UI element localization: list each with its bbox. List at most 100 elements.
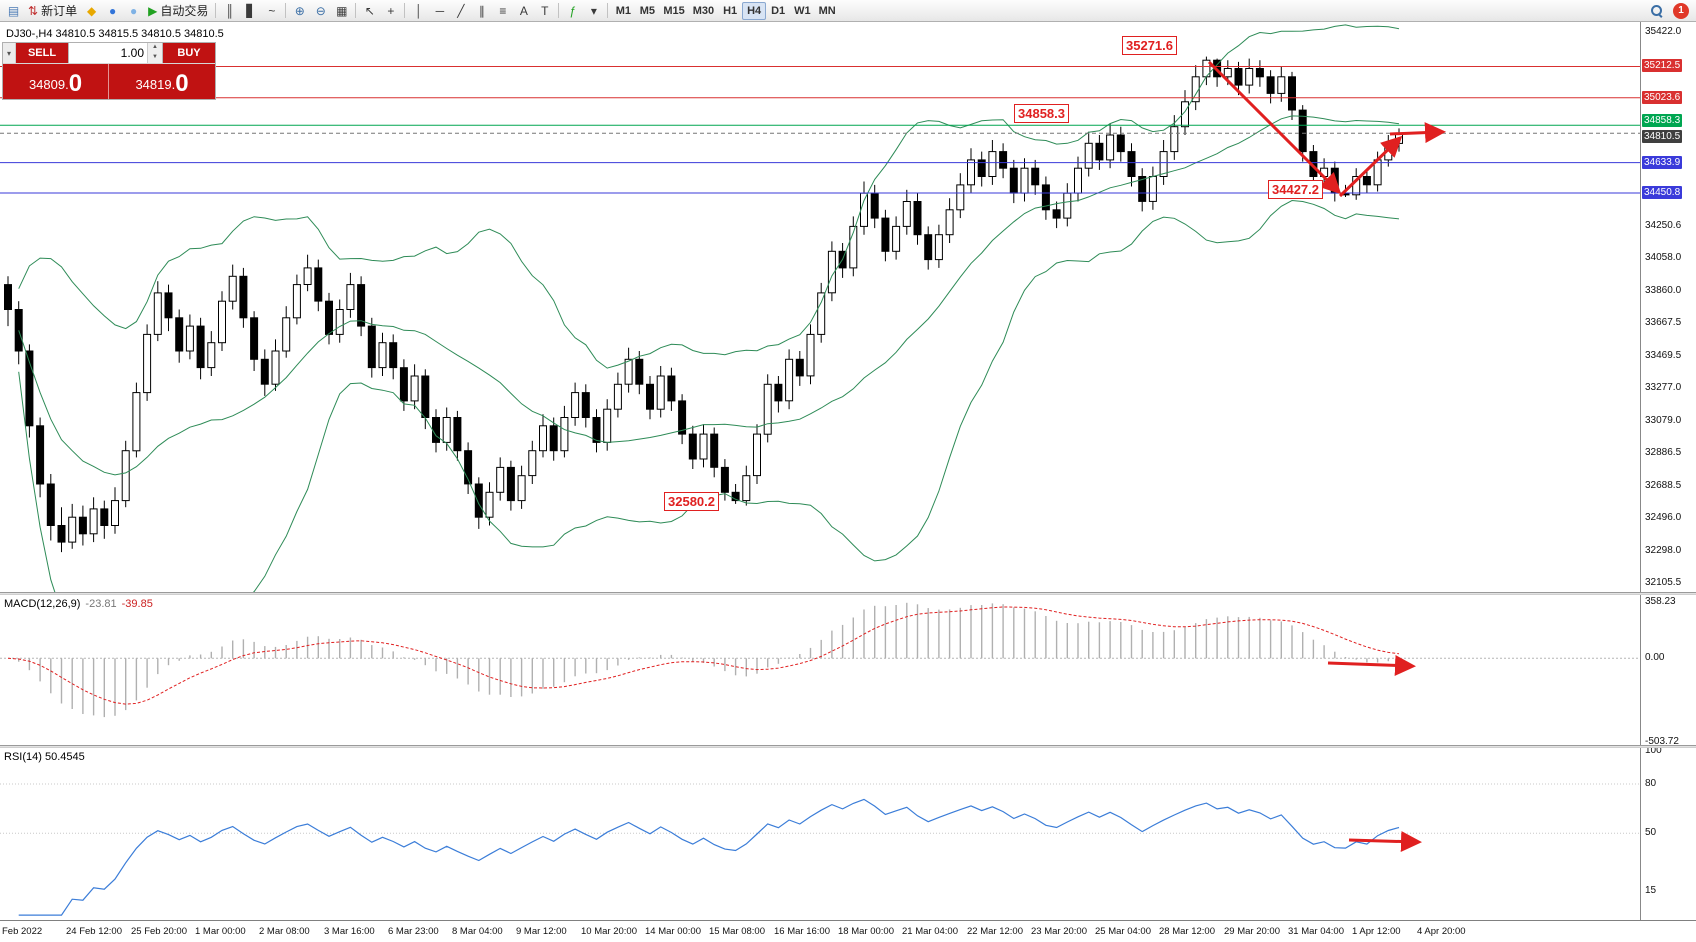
sell-price: 34809. <box>28 77 69 92</box>
horizontal-line-button[interactable]: ─ <box>429 1 450 20</box>
timeframe-m15-button[interactable]: M15 <box>663 4 685 17</box>
toolbar-separator <box>355 3 357 18</box>
sell-price-button[interactable]: 34809. 0 <box>3 64 109 99</box>
time-scale[interactable]: Feb 2022 24 Feb 12:00 25 Feb 20:00 1 Mar 00… <box>0 920 1696 942</box>
bar-chart-button[interactable]: ║ <box>219 1 240 20</box>
buy-button[interactable]: BUY <box>163 43 215 63</box>
equidistant-channel-button[interactable]: ∥ <box>471 1 492 20</box>
time-scale-label: 25 Feb 20:00 <box>131 926 187 937</box>
timeframe-m1-button[interactable]: M1 <box>615 4 631 17</box>
autotrading-button[interactable]: ▶ 自动交易 <box>144 1 212 20</box>
crosshair-icon: + <box>387 3 395 18</box>
time-scale-label: 6 Mar 23:00 <box>388 926 439 937</box>
bollinger-band-line <box>18 199 1400 592</box>
timeframe-m30-button[interactable]: M30 <box>692 4 715 17</box>
timeframe-w1-button[interactable]: W1 <box>794 4 811 17</box>
candlestick-chart-canvas[interactable] <box>0 22 1640 592</box>
timeframe-h1-button[interactable]: H1 <box>723 4 738 17</box>
macd-name: MACD(12,26,9) <box>4 598 81 610</box>
price-annotation-label[interactable]: 34427.2 <box>1268 180 1323 199</box>
strategy-tester-button[interactable]: ● <box>123 1 144 20</box>
time-scale-label: 3 Mar 16:00 <box>324 926 375 937</box>
text-button[interactable]: A <box>513 1 534 20</box>
time-scale-label: 15 Mar 08:00 <box>709 926 765 937</box>
fibonacci-retracement-button[interactable]: ≡ <box>492 1 513 20</box>
price-level-chip-red: 35212.5 <box>1642 59 1683 72</box>
time-scale-label: 21 Mar 04:00 <box>902 926 958 937</box>
price-scale-label: 33469.5 <box>1645 350 1682 361</box>
sell-button[interactable]: SELL <box>16 43 68 63</box>
market-watch-button[interactable]: ● <box>102 1 123 20</box>
price-level-chip-blue: 34450.8 <box>1642 186 1683 199</box>
crosshair-button[interactable]: + <box>380 1 401 20</box>
line-chart-icon: ~ <box>268 3 276 18</box>
timeframe-m5-button[interactable]: M5 <box>639 4 655 17</box>
rsi-scale-label: 80 <box>1645 778 1657 789</box>
macd-signal-line <box>7 606 1400 705</box>
search-button[interactable] <box>1646 1 1667 20</box>
chart-ohlc-header: DJ30-,H4 34810.5 34815.5 34810.5 34810.5 <box>6 28 224 40</box>
sell-price-big-digit: 0 <box>68 70 83 97</box>
time-scale-label: 28 Mar 12:00 <box>1159 926 1215 937</box>
volume-field: ▲ ▼ <box>68 43 163 63</box>
macd-panel-canvas[interactable] <box>0 595 1640 745</box>
macd-scale-label: -503.72 <box>1645 736 1679 747</box>
toolbar-separator <box>558 3 560 18</box>
price-scale-label: 33667.5 <box>1645 317 1682 328</box>
chart-window[interactable]: 35422.0 35212.5 35023.6 34858.3 34810.5 34633… <box>0 22 1696 942</box>
macd-value: -23.81 <box>85 598 117 610</box>
line-chart-button[interactable]: ~ <box>261 1 282 20</box>
macd-panel-splitter[interactable] <box>0 592 1696 595</box>
volume-input[interactable] <box>69 43 147 63</box>
vertical-line-button[interactable]: │ <box>408 1 429 20</box>
templates-button[interactable]: ▾ <box>583 1 604 20</box>
new-order-icon: ⇅ <box>28 3 39 18</box>
time-scale-label: 23 Mar 20:00 <box>1031 926 1087 937</box>
volume-decrease-button[interactable]: ▼ <box>148 53 162 63</box>
bar-chart-icon: ║ <box>225 3 235 18</box>
price-annotation-label[interactable]: 32580.2 <box>664 492 719 511</box>
metaeditor-icon: ◆ <box>86 3 97 18</box>
price-level-chip-green: 34858.3 <box>1642 114 1683 127</box>
notification-badge[interactable]: 1 <box>1673 2 1689 19</box>
new-chart-icon: ▤ <box>7 3 20 18</box>
time-scale-label: 1 Apr 12:00 <box>1352 926 1401 937</box>
timeframe-mn-button[interactable]: MN <box>818 4 836 17</box>
time-scale-label: 29 Mar 20:00 <box>1224 926 1280 937</box>
cursor-button[interactable]: ↖ <box>359 1 380 20</box>
candlestick-chart-icon: ▋ <box>246 3 256 18</box>
rsi-panel-splitter[interactable] <box>0 745 1696 748</box>
indicators-icon: ƒ <box>569 3 577 18</box>
new-order-button[interactable]: ⇅ 新订单 <box>24 1 81 20</box>
text-label-button[interactable]: T <box>534 1 555 20</box>
volume-increase-button[interactable]: ▲ <box>148 43 162 53</box>
macd-signal-value: -39.85 <box>121 598 153 610</box>
trade-panel-collapse-icon[interactable]: ▾ <box>3 43 16 63</box>
macd-scale-label: 0.00 <box>1645 652 1665 663</box>
time-scale-label: 10 Mar 20:00 <box>581 926 637 937</box>
price-annotation-label[interactable]: 34858.3 <box>1014 104 1069 123</box>
price-annotation-label[interactable]: 35271.6 <box>1122 36 1177 55</box>
time-scale-label: 9 Mar 12:00 <box>516 926 567 937</box>
autotrading-icon: ▶ <box>148 3 158 18</box>
price-scale-label: 35422.0 <box>1645 26 1682 37</box>
zoom-in-button[interactable]: ⊕ <box>289 1 310 20</box>
buy-price-button[interactable]: 34819. 0 <box>109 64 215 99</box>
zoom-in-icon: ⊕ <box>294 3 305 18</box>
trendline-button[interactable]: ╱ <box>450 1 471 20</box>
timeframe-d1-button[interactable]: D1 <box>771 4 786 17</box>
zoom-out-button[interactable]: ⊖ <box>310 1 331 20</box>
timeframe-h4-button[interactable]: H4 <box>742 1 767 20</box>
metaeditor-button[interactable]: ◆ <box>81 1 102 20</box>
price-scale-label: 33277.0 <box>1645 382 1682 393</box>
tile-windows-button[interactable]: ▦ <box>331 1 352 20</box>
time-scale-label: 18 Mar 00:00 <box>838 926 894 937</box>
price-scale[interactable]: 35422.0 35212.5 35023.6 34858.3 34810.5 34633… <box>1640 22 1696 920</box>
new-chart-button[interactable]: ▤ <box>3 1 24 20</box>
rsi-panel-canvas[interactable] <box>0 748 1640 920</box>
indicators-button[interactable]: ƒ <box>562 1 583 20</box>
candlestick-chart-button[interactable]: ▋ <box>240 1 261 20</box>
time-scale-label: 25 Mar 04:00 <box>1095 926 1151 937</box>
rsi-scale-label: 15 <box>1645 885 1657 896</box>
